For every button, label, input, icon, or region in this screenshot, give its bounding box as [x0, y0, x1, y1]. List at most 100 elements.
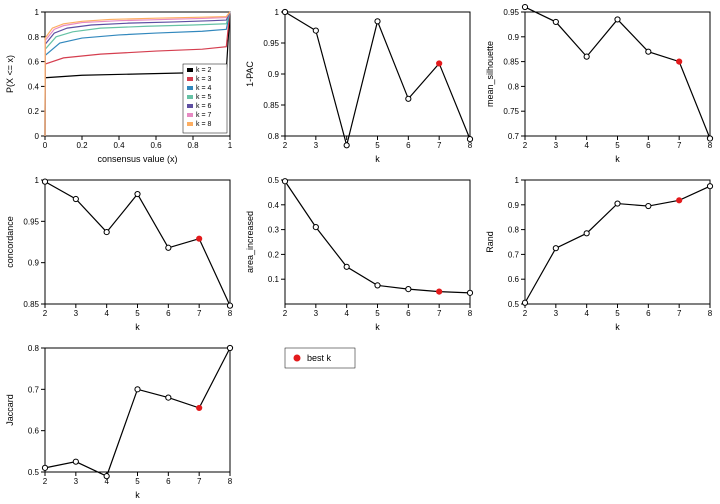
svg-text:7: 7 — [197, 309, 202, 318]
metric-mean_silhouette: 23456780.70.750.80.850.90.95kmean_silhou… — [480, 0, 720, 168]
metric-point — [135, 191, 140, 196]
metric-line — [45, 182, 230, 306]
svg-text:0.7: 0.7 — [508, 132, 520, 141]
svg-text:3: 3 — [314, 141, 319, 150]
svg-text:Jaccard: Jaccard — [5, 394, 15, 426]
metric-rand: 23456780.50.60.70.80.91kRand — [480, 168, 720, 336]
svg-text:0.4: 0.4 — [113, 141, 125, 150]
svg-text:2: 2 — [523, 141, 528, 150]
svg-text:0.95: 0.95 — [263, 39, 279, 48]
metric-point — [522, 300, 527, 305]
metric-one_pac: 23456780.80.850.90.951k1-PAC — [240, 0, 480, 168]
svg-text:2: 2 — [523, 309, 528, 318]
metric-line — [285, 12, 470, 145]
svg-text:0.85: 0.85 — [503, 58, 519, 67]
ecdf-panel: 00.20.40.60.8100.20.40.60.81consensus va… — [0, 0, 240, 168]
svg-text:0: 0 — [43, 141, 48, 150]
metric-point — [522, 4, 527, 9]
svg-text:1: 1 — [35, 8, 40, 17]
ecdf-legend: k = 2k = 3k = 4k = 5k = 6k = 7k = 8 — [183, 64, 227, 133]
metric-chart-jaccard: 23456780.50.60.70.8kJaccard — [0, 336, 240, 504]
metric-point — [282, 179, 287, 184]
metric-concordance: 23456780.850.90.951kconcordance — [0, 168, 240, 336]
best-k-legend: best k — [240, 336, 480, 504]
metric-jaccard: 23456780.50.60.70.8kJaccard — [0, 336, 240, 504]
svg-text:0.2: 0.2 — [76, 141, 88, 150]
svg-text:0.75: 0.75 — [503, 107, 519, 116]
svg-text:8: 8 — [468, 141, 473, 150]
svg-text:4: 4 — [584, 309, 589, 318]
svg-text:4: 4 — [344, 309, 349, 318]
svg-text:8: 8 — [228, 309, 233, 318]
svg-text:2: 2 — [283, 141, 288, 150]
metric-point — [615, 201, 620, 206]
metric-point — [646, 203, 651, 208]
svg-text:6: 6 — [646, 309, 651, 318]
svg-text:5: 5 — [135, 309, 140, 318]
svg-text:2: 2 — [43, 477, 48, 486]
svg-text:0.8: 0.8 — [187, 141, 199, 150]
metric-point — [584, 54, 589, 59]
svg-text:k = 3: k = 3 — [196, 76, 211, 83]
svg-text:5: 5 — [375, 141, 380, 150]
svg-text:0.1: 0.1 — [268, 275, 280, 284]
svg-text:2: 2 — [43, 309, 48, 318]
metric-point — [313, 225, 318, 230]
svg-text:4: 4 — [104, 309, 109, 318]
svg-text:8: 8 — [468, 309, 473, 318]
svg-text:7: 7 — [437, 309, 442, 318]
svg-text:6: 6 — [406, 309, 411, 318]
legend-bestk-panel: best k — [240, 336, 480, 504]
svg-text:0.9: 0.9 — [508, 201, 520, 210]
svg-text:0: 0 — [35, 132, 40, 141]
svg-text:k: k — [615, 154, 620, 164]
svg-text:0.9: 0.9 — [28, 259, 40, 268]
svg-text:3: 3 — [314, 309, 319, 318]
metric-point — [375, 19, 380, 24]
svg-text:7: 7 — [197, 477, 202, 486]
svg-text:5: 5 — [615, 309, 620, 318]
best-k-marker — [677, 198, 682, 203]
svg-text:7: 7 — [677, 141, 682, 150]
svg-text:0.3: 0.3 — [268, 226, 280, 235]
svg-text:0.8: 0.8 — [28, 33, 40, 42]
metric-point — [166, 245, 171, 250]
svg-text:5: 5 — [135, 477, 140, 486]
metric-point — [73, 459, 78, 464]
metric-point — [707, 136, 712, 141]
metric-line — [45, 348, 230, 476]
svg-text:k: k — [135, 490, 140, 500]
svg-text:0.9: 0.9 — [268, 70, 280, 79]
svg-text:concordance: concordance — [5, 216, 15, 268]
svg-text:2: 2 — [283, 309, 288, 318]
metric-point — [344, 264, 349, 269]
svg-text:3: 3 — [74, 309, 79, 318]
svg-text:4: 4 — [584, 141, 589, 150]
svg-text:k: k — [375, 154, 380, 164]
svg-text:6: 6 — [406, 141, 411, 150]
svg-text:3: 3 — [554, 309, 559, 318]
svg-text:0.8: 0.8 — [28, 344, 40, 353]
metric-point — [166, 395, 171, 400]
metric-point — [135, 387, 140, 392]
svg-text:area_increased: area_increased — [245, 211, 255, 273]
svg-text:0.5: 0.5 — [268, 176, 280, 185]
svg-text:0.8: 0.8 — [508, 82, 520, 91]
best-k-icon — [294, 355, 300, 361]
best-k-marker — [437, 289, 442, 294]
svg-text:0.5: 0.5 — [28, 468, 40, 477]
svg-text:6: 6 — [646, 141, 651, 150]
svg-text:0.6: 0.6 — [28, 58, 40, 67]
svg-text:7: 7 — [437, 141, 442, 150]
svg-text:0.5: 0.5 — [508, 300, 520, 309]
svg-text:0.7: 0.7 — [28, 385, 40, 394]
metric-point — [104, 474, 109, 479]
svg-text:6: 6 — [166, 309, 171, 318]
svg-text:P(X <= x): P(X <= x) — [5, 55, 15, 93]
svg-text:1: 1 — [35, 176, 40, 185]
best-k-marker — [677, 59, 682, 64]
metric-point — [104, 229, 109, 234]
svg-text:6: 6 — [166, 477, 171, 486]
metric-point — [553, 246, 558, 251]
svg-text:5: 5 — [375, 309, 380, 318]
